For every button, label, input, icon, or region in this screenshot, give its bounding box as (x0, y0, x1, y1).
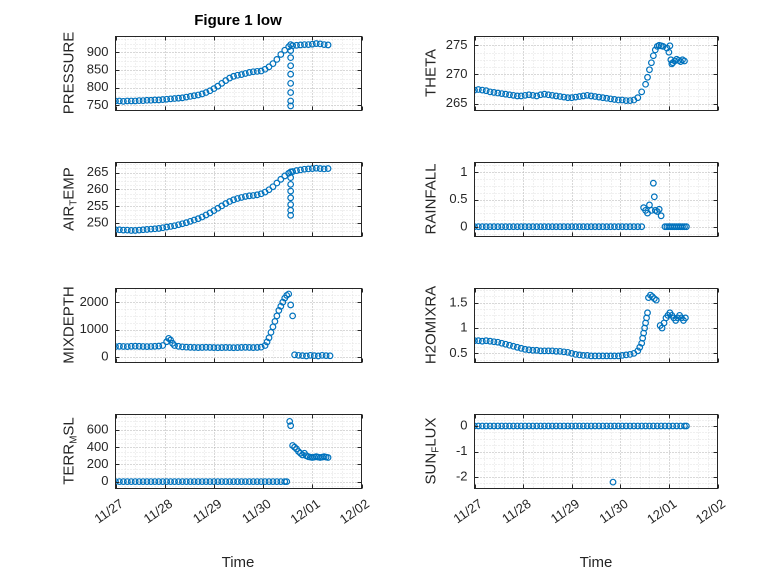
ylabel-text: TERR (60, 443, 78, 485)
x-axis-label-time-right: Time (579, 554, 613, 571)
y-axis-label-airtemp: AIRTEMP (61, 167, 80, 231)
ylabel-text: SL (60, 417, 78, 436)
y-axis-label-terrmsl: TERRMSL (61, 417, 80, 485)
subplot-terrmsl-canvas (57, 400, 375, 574)
ylabel-text: THETA (422, 48, 440, 98)
y-axis-label-theta: THETA (423, 49, 442, 97)
ylabel-text: H2OMIXRA (422, 285, 440, 365)
y-axis-label-pressure: PRESSURE (61, 32, 80, 115)
subplot-pressure-canvas (57, 22, 375, 124)
y-axis-label-h2omixra: H2OMIXRA (423, 286, 442, 364)
subplot-rainfall-canvas (416, 148, 731, 250)
ylabel-text: SUN (422, 452, 440, 485)
ylabel-text: MIXDEPTH (60, 286, 78, 364)
ylabel-subscript: F (430, 446, 442, 453)
ylabel-subscript: M (68, 435, 80, 444)
x-axis-label-time-left: Time (221, 554, 255, 571)
subplot-airtemp-canvas (57, 148, 375, 250)
y-axis-label-sunflux: SUNFLUX (423, 418, 442, 485)
ylabel-subscript: T (68, 199, 80, 206)
subplot-theta-canvas (416, 22, 731, 124)
y-axis-label-rainfall: RAINFALL (423, 164, 442, 235)
ylabel-text: PRESSURE (60, 31, 78, 115)
y-axis-label-mixdepth: MIXDEPTH (61, 286, 80, 364)
subplot-h2omixra-canvas (416, 274, 731, 376)
ylabel-text: RAINFALL (422, 163, 440, 235)
subplot-sunflux-canvas (416, 400, 731, 574)
ylabel-text: EMP (60, 167, 78, 200)
subplot-mixdepth-canvas (57, 274, 375, 376)
ylabel-text: LUX (422, 417, 440, 447)
ylabel-text: AIR (60, 205, 78, 231)
